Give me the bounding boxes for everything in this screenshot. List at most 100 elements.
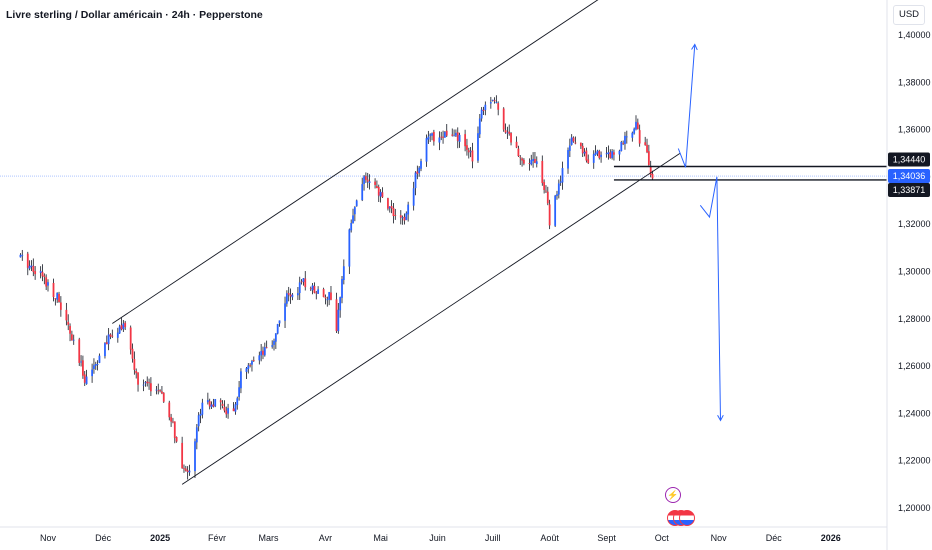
candle-body bbox=[129, 327, 132, 350]
candle-body bbox=[82, 360, 84, 376]
candle-body bbox=[646, 144, 648, 153]
candle-body bbox=[361, 184, 364, 201]
candle-body bbox=[341, 279, 343, 298]
candle-body bbox=[135, 370, 138, 374]
candle-body bbox=[175, 437, 178, 442]
candle-body bbox=[219, 400, 222, 403]
candle-body bbox=[39, 270, 42, 273]
candle-body bbox=[304, 278, 307, 288]
candle-body bbox=[467, 150, 470, 153]
projection-down-arrow[interactable] bbox=[699, 176, 721, 421]
us-flag-icon[interactable] bbox=[679, 510, 695, 526]
candle-body bbox=[85, 376, 88, 385]
candle-body bbox=[429, 134, 432, 136]
candle-body bbox=[392, 207, 395, 217]
candle-body bbox=[491, 99, 494, 101]
candle-body bbox=[521, 158, 523, 161]
candle-body bbox=[611, 151, 614, 159]
price-axis[interactable]: 1,400001,380001,360001,340001,320001,300… bbox=[898, 30, 931, 513]
candle-body bbox=[587, 159, 590, 164]
projection-up-arrow[interactable] bbox=[677, 44, 696, 168]
candle-body bbox=[52, 282, 55, 298]
candle-body bbox=[94, 363, 97, 366]
candle-body bbox=[458, 134, 461, 142]
candle-body bbox=[342, 266, 345, 281]
candle-body bbox=[425, 138, 428, 162]
price-label-text: 1,34440 bbox=[893, 155, 926, 165]
candle-body bbox=[26, 253, 29, 268]
channel-trendline[interactable] bbox=[112, 0, 672, 324]
price-label-badge bbox=[888, 182, 930, 197]
candle-body bbox=[291, 294, 294, 298]
candle-body bbox=[72, 339, 75, 341]
candle-body bbox=[374, 181, 376, 185]
candle-body bbox=[273, 340, 275, 345]
candle-body bbox=[399, 215, 402, 218]
candle-body bbox=[438, 137, 441, 143]
candle-body bbox=[543, 182, 546, 190]
candle-body bbox=[104, 343, 106, 357]
candle-body bbox=[58, 293, 60, 302]
candle-body bbox=[600, 154, 602, 157]
y-tick-label: 1,32000 bbox=[898, 219, 931, 229]
y-tick-label: 1,38000 bbox=[898, 77, 931, 87]
candle-body bbox=[96, 364, 99, 365]
candle-body bbox=[405, 213, 408, 221]
candle-body bbox=[170, 417, 173, 422]
candle-body bbox=[247, 365, 250, 370]
y-tick-label: 1,22000 bbox=[898, 456, 931, 466]
candle-body bbox=[379, 191, 382, 197]
candle-body bbox=[477, 133, 479, 161]
candle-body bbox=[28, 265, 31, 269]
candle-body bbox=[364, 176, 367, 180]
candle-body bbox=[265, 347, 268, 349]
candle-body bbox=[311, 285, 314, 291]
candle-body bbox=[416, 171, 419, 174]
candle-body bbox=[137, 372, 139, 385]
x-tick-label: Avr bbox=[319, 533, 332, 543]
candle-body bbox=[390, 205, 393, 209]
candle-body bbox=[260, 351, 263, 356]
candle-body bbox=[41, 271, 44, 277]
time-axis[interactable]: Nov Déc 2025 Févr Mars Avr Mai Juin Juill Août Sep… bbox=[40, 533, 841, 543]
candle-body bbox=[148, 382, 150, 384]
x-tick-label: Déc bbox=[95, 533, 112, 543]
candle-body bbox=[107, 334, 110, 345]
x-tick-label: Nov bbox=[40, 533, 57, 543]
candle-body bbox=[285, 293, 288, 304]
candle-body bbox=[116, 332, 119, 338]
projection-arrows[interactable] bbox=[677, 43, 724, 422]
candle-body bbox=[635, 121, 637, 130]
trend-channel-drawings[interactable] bbox=[112, 0, 887, 485]
candle-body bbox=[515, 141, 518, 148]
candle-body bbox=[510, 133, 512, 143]
candle-body bbox=[69, 325, 71, 334]
candle-body bbox=[363, 176, 365, 184]
candle-body bbox=[622, 143, 625, 144]
candle-body bbox=[59, 302, 62, 310]
candle-body bbox=[618, 150, 621, 155]
candle-body bbox=[43, 275, 46, 277]
y-tick-label: 1,28000 bbox=[898, 314, 931, 324]
candle-body bbox=[523, 159, 525, 164]
candle-body bbox=[274, 333, 277, 342]
channel-trendline[interactable] bbox=[181, 152, 681, 485]
lightning-icon[interactable]: ⚡ bbox=[665, 487, 681, 503]
candle-body bbox=[557, 183, 560, 195]
candle-body bbox=[252, 360, 255, 361]
y-tick-label: 1,26000 bbox=[898, 361, 931, 371]
candle-body bbox=[412, 188, 415, 206]
candle-body bbox=[607, 152, 610, 155]
y-tick-label: 1,20000 bbox=[898, 503, 931, 513]
candle-body bbox=[328, 292, 331, 300]
candle-body bbox=[263, 347, 266, 356]
candle-body bbox=[98, 355, 101, 363]
candle-body bbox=[471, 150, 474, 162]
y-tick-label: 1,24000 bbox=[898, 408, 931, 418]
candle-body bbox=[355, 200, 358, 207]
candle-body bbox=[78, 339, 81, 363]
candle-body bbox=[337, 309, 340, 332]
currency-button[interactable]: USD bbox=[893, 5, 925, 25]
price-label-badge bbox=[888, 169, 930, 184]
